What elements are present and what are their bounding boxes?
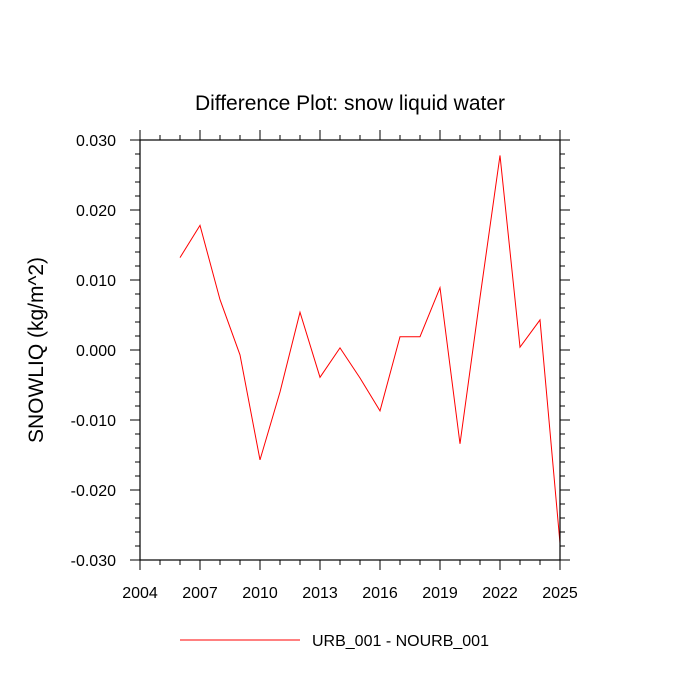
series-layer xyxy=(179,155,561,544)
y-tick-label: 0.020 xyxy=(76,203,116,220)
legend-label-urb-minus-nourb: URB_001 - NOURB_001 xyxy=(312,633,489,650)
x-tick-label: 2022 xyxy=(482,585,518,602)
y-tick-label: 0.030 xyxy=(76,133,116,150)
y-tick-label: 0.000 xyxy=(76,343,116,360)
y-tick-label: 0.010 xyxy=(76,273,116,290)
y-axis-label: SNOWLIQ (kg/m^2) xyxy=(25,257,48,443)
chart-title: Difference Plot: snow liquid water xyxy=(195,92,505,115)
tick-labels: 2004 2007 2010 2013 2016 2019 2022 2025 -0.030 -0… xyxy=(71,133,578,602)
y-tick-label: -0.020 xyxy=(71,483,116,500)
x-tick-label: 2004 xyxy=(122,585,158,602)
x-tick-label: 2013 xyxy=(302,585,338,602)
y-tick-label: -0.010 xyxy=(71,413,116,430)
x-tick-label: 2007 xyxy=(182,585,218,602)
x-tick-label: 2016 xyxy=(362,585,398,602)
legend: URB_001 - NOURB_001 xyxy=(180,633,489,650)
x-tick-label: 2025 xyxy=(542,585,578,602)
x-tick-label: 2019 xyxy=(422,585,458,602)
series-line-0 xyxy=(179,155,561,544)
y-tick-label: -0.030 xyxy=(71,553,116,570)
x-tick-label: 2010 xyxy=(242,585,278,602)
axis-ticks xyxy=(130,130,570,570)
plot-frame xyxy=(139,139,561,561)
